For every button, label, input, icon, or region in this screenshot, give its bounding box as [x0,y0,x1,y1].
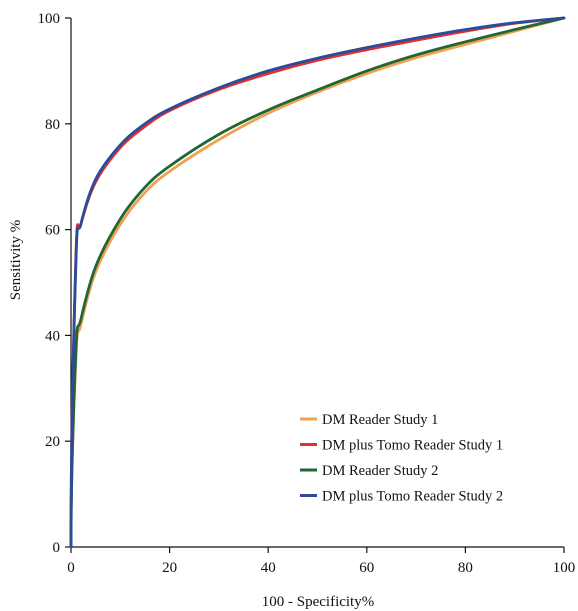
y-tick-label: 80 [45,117,60,133]
y-axis-ticks: 0 20 40 60 80 100 [38,11,71,556]
plot-frame [70,18,564,548]
y-tick-label: 40 [45,328,60,344]
y-axis-title: Sensitivity % [8,220,24,300]
legend-label-2: DM plus Tomo Reader Study 1 [322,438,503,454]
series-line-2 [69,16,566,549]
x-tick-label: 60 [359,560,374,576]
legend: DM Reader Study 1 DM plus Tomo Reader Stu… [300,412,503,505]
y-tick-label: 100 [38,11,61,27]
legend-label-3: DM Reader Study 2 [322,463,438,479]
y-tick-label: 20 [45,434,60,450]
y-tick-label: 0 [53,540,61,556]
series-lines [69,16,566,549]
x-axis-ticks: 0 20 40 60 80 100 [67,547,575,576]
x-tick-label: 20 [162,560,177,576]
y-tick-label: 60 [45,223,60,239]
legend-label-4: DM plus Tomo Reader Study 2 [322,489,503,505]
x-tick-label: 40 [261,560,276,576]
x-axis-title: 100 - Specificity% [262,594,374,610]
series-line-1 [69,16,566,549]
x-tick-label: 0 [67,560,75,576]
x-tick-label: 80 [458,560,473,576]
series-line-3 [69,16,566,549]
legend-label-1: DM Reader Study 1 [322,412,438,428]
series-line-4 [69,16,566,549]
x-tick-label: 100 [553,560,576,576]
